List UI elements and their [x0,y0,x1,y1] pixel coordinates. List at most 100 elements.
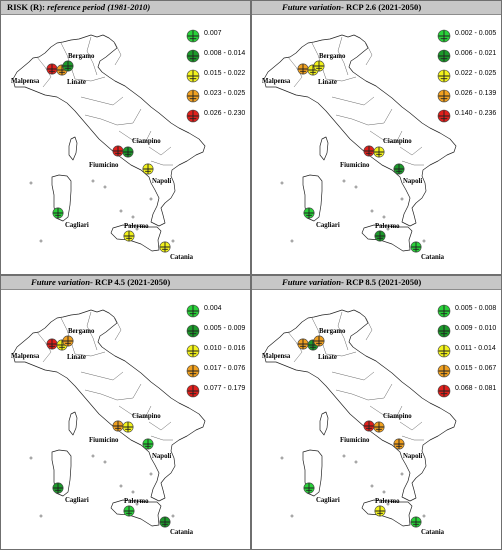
airport-label: Malpensa [11,78,40,85]
italy-map: Malpensa Linate Bergamo Fiumicino Ciampino Na… [262,309,457,536]
land-corsica [319,411,329,436]
airport-label: Fiumicino [89,162,119,169]
islet [422,514,426,518]
islet [135,227,139,231]
airport-label: Linate [67,79,86,86]
airport-marker-icon [186,344,200,358]
islet [39,514,43,518]
region-border [118,405,152,419]
airport-marker-icon [437,69,451,83]
region-border [84,108,142,126]
airport-label: Cagliari [316,497,340,504]
region-border [74,351,106,357]
region-border [399,146,423,156]
legend-swatch-icon [437,89,451,108]
airport-label: Linate [318,79,337,86]
airport-marker-icon [186,69,200,83]
islet [382,490,386,494]
region-border [365,317,373,341]
region-border [74,76,106,82]
islet [91,179,95,183]
region-border [401,160,424,166]
region-border [150,435,173,441]
region-border [114,42,122,66]
land-sicily [361,499,413,527]
airport-marker-icon [363,145,375,157]
legend-swatch-icon [437,364,451,383]
airport-label: Cagliari [316,222,340,229]
islet [290,239,294,243]
airport-marker-icon [303,207,315,219]
airport-label: Catania [170,529,194,536]
airport-marker-icon [374,230,386,242]
airport-label: Bergamo [68,53,95,60]
land-mainland [263,309,457,502]
airport-marker-icon [437,49,451,63]
airport-label: Palermo [124,223,149,230]
legend-swatch-icon [186,109,200,128]
airport-marker-icon [62,335,74,347]
islet [149,197,153,201]
region-border [331,96,375,106]
airport-marker-icon [112,420,124,432]
italy-map: Malpensa Linate Bergamo Fiumicino Ciampino Na… [262,34,457,261]
region-border [335,383,393,401]
airport-label: Bergamo [68,328,95,335]
region-border [399,421,423,431]
airport-marker-icon [437,324,451,338]
legend-swatch-icon [186,324,200,343]
islet [149,472,153,476]
airport-marker-icon [437,364,451,378]
airport-marker-icon [437,29,451,43]
region-border [118,130,152,144]
islet [370,484,374,488]
islet [39,239,43,243]
airport-marker-icon [186,324,200,338]
airport-marker-icon [142,438,154,450]
islet [131,215,135,219]
legend-swatch-icon [186,89,200,108]
islet [400,197,404,201]
land-mainland [12,34,206,227]
airport-marker-icon [123,230,135,242]
legend-swatch-icon [186,304,200,323]
region-border [337,311,349,351]
airport-label: Palermo [124,498,149,505]
airport-marker-icon [437,89,451,103]
airport-label: Napoli [152,453,171,460]
legend-swatch-icon [437,304,451,323]
region-border [148,421,172,431]
legend-swatch-icon [186,29,200,48]
region-border [150,160,173,166]
panel-rcp85: Future variation- RCP 8.5 (2021-2050) Ma… [251,275,502,550]
legend-swatch-icon [437,344,451,363]
islet [280,456,284,460]
legend-swatch-icon [437,49,451,68]
airport-marker-icon [297,338,309,350]
land-corsica [319,136,329,161]
airport-label: Catania [421,254,445,261]
land-sicily [110,499,162,527]
airport-label: Linate [67,354,86,361]
panel-reference: RISK (R): reference period (1981-2010) M… [0,0,251,275]
airport-label: Palermo [375,223,400,230]
land-mainland [263,34,457,227]
airport-marker-icon [303,482,315,494]
airport-label: Catania [170,254,194,261]
airport-label: Malpensa [262,353,291,360]
airport-marker-icon [46,63,58,75]
islet [29,181,33,185]
italy-map: Malpensa Linate Bergamo Fiumicino Ciampino Na… [11,34,206,261]
airport-label: Cagliari [65,222,89,229]
airport-marker-icon [374,505,386,517]
airport-label: Fiumicino [89,437,119,444]
airport-marker-icon [393,163,405,175]
legend-swatch-icon [437,69,451,88]
legend-swatch-icon [437,109,451,128]
islet [171,514,175,518]
airport-marker-icon [437,344,451,358]
airport-marker-icon [122,146,134,158]
airport-marker-icon [313,335,325,347]
legend-swatch-icon [437,384,451,403]
airport-marker-icon [410,241,422,253]
